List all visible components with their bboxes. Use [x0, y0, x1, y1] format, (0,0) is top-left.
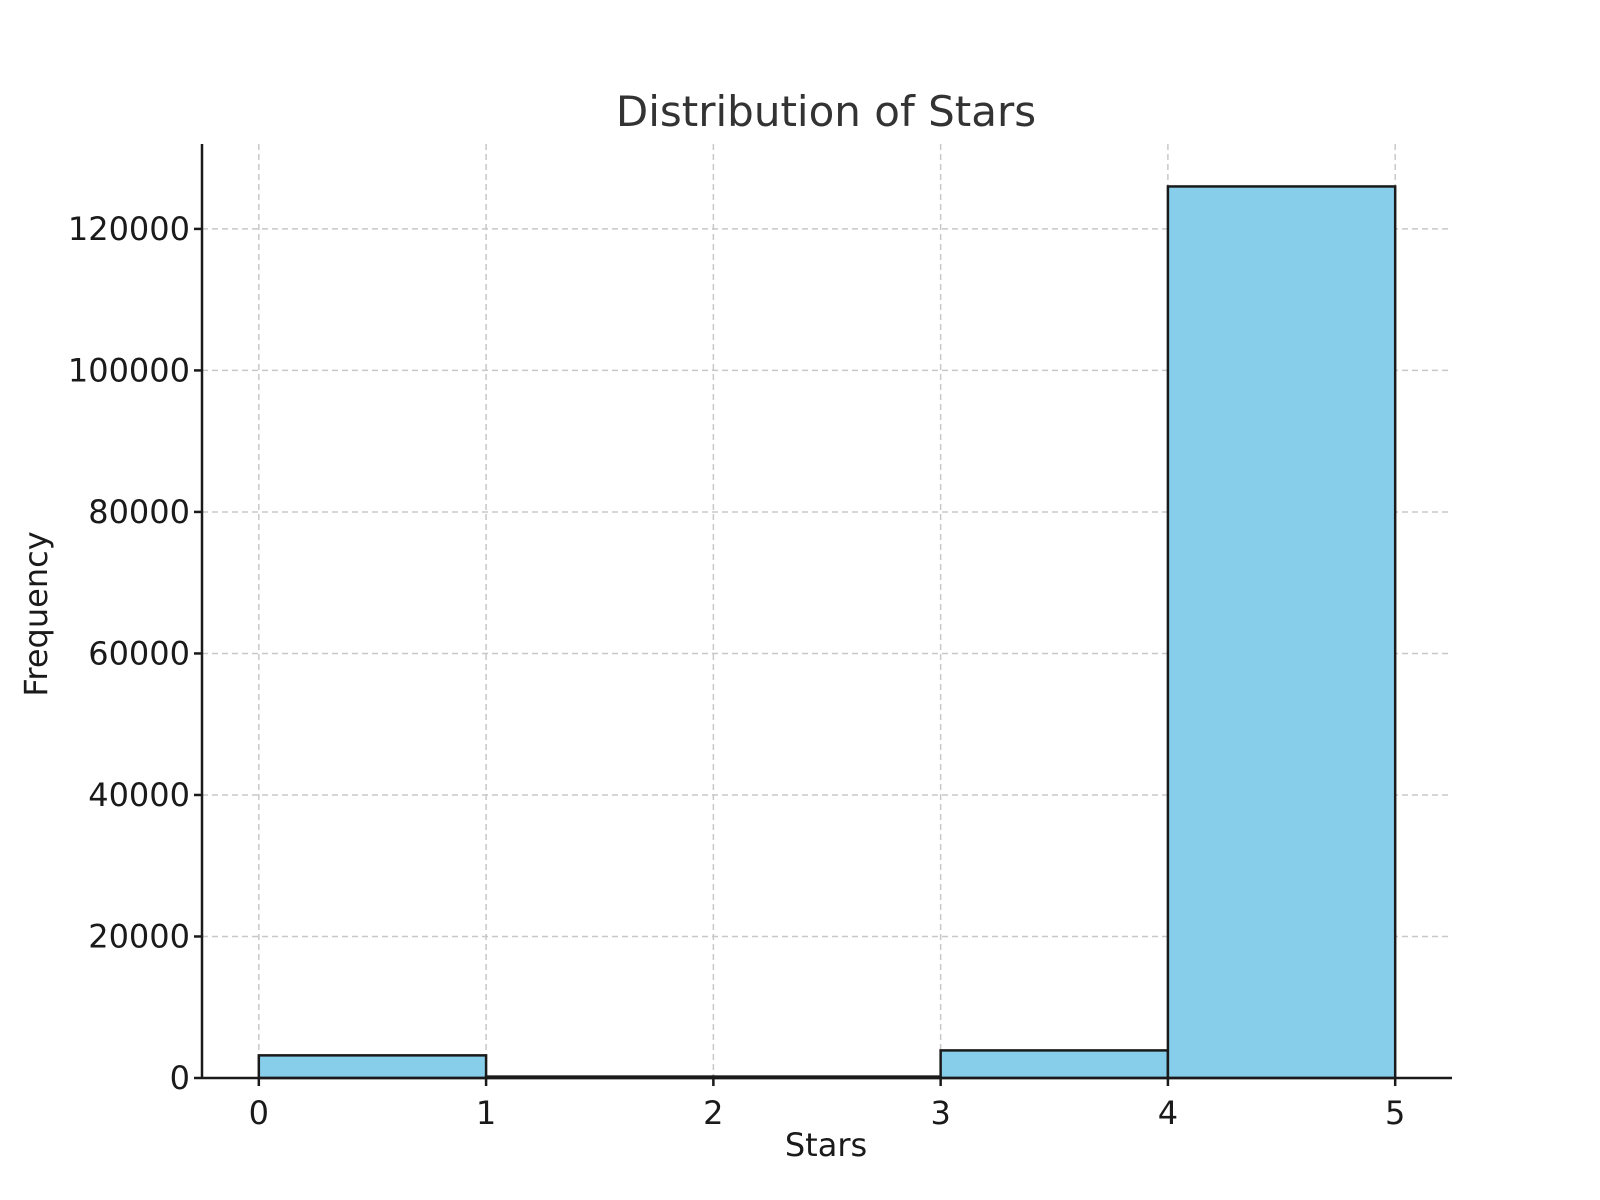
chart-title: Distribution of Stars: [616, 87, 1036, 136]
y-tick-label-2: 40000: [88, 776, 190, 814]
x-tick-label-3: 3: [930, 1094, 950, 1132]
tick-layer: 0 1 2 3 4 5 0 20000 40000 60000 80000 100000 120000: [68, 210, 1406, 1132]
bar-layer: [257, 185, 1397, 1080]
y-tick-label-1: 20000: [88, 917, 190, 955]
x-tick-label-0: 0: [249, 1094, 269, 1132]
x-tick-label-1: 1: [476, 1094, 496, 1132]
y-tick-label-3: 60000: [88, 634, 190, 672]
y-tick-label-5: 100000: [68, 351, 190, 389]
x-tick-label-2: 2: [703, 1094, 723, 1132]
x-axis-label: Stars: [785, 1126, 867, 1164]
histogram-bar-0: [257, 1054, 488, 1080]
histogram-bar-4: [1166, 185, 1397, 1080]
y-axis-label: Frequency: [17, 531, 55, 696]
y-tick-label-0: 0: [170, 1059, 190, 1097]
histogram-bar-3: [939, 1049, 1170, 1080]
x-tick-label-4: 4: [1158, 1094, 1178, 1132]
axis-layer: [200, 144, 1452, 1080]
y-tick-label-4: 80000: [88, 493, 190, 531]
y-tick-label-6: 120000: [68, 210, 190, 248]
x-tick-label-5: 5: [1385, 1094, 1405, 1132]
